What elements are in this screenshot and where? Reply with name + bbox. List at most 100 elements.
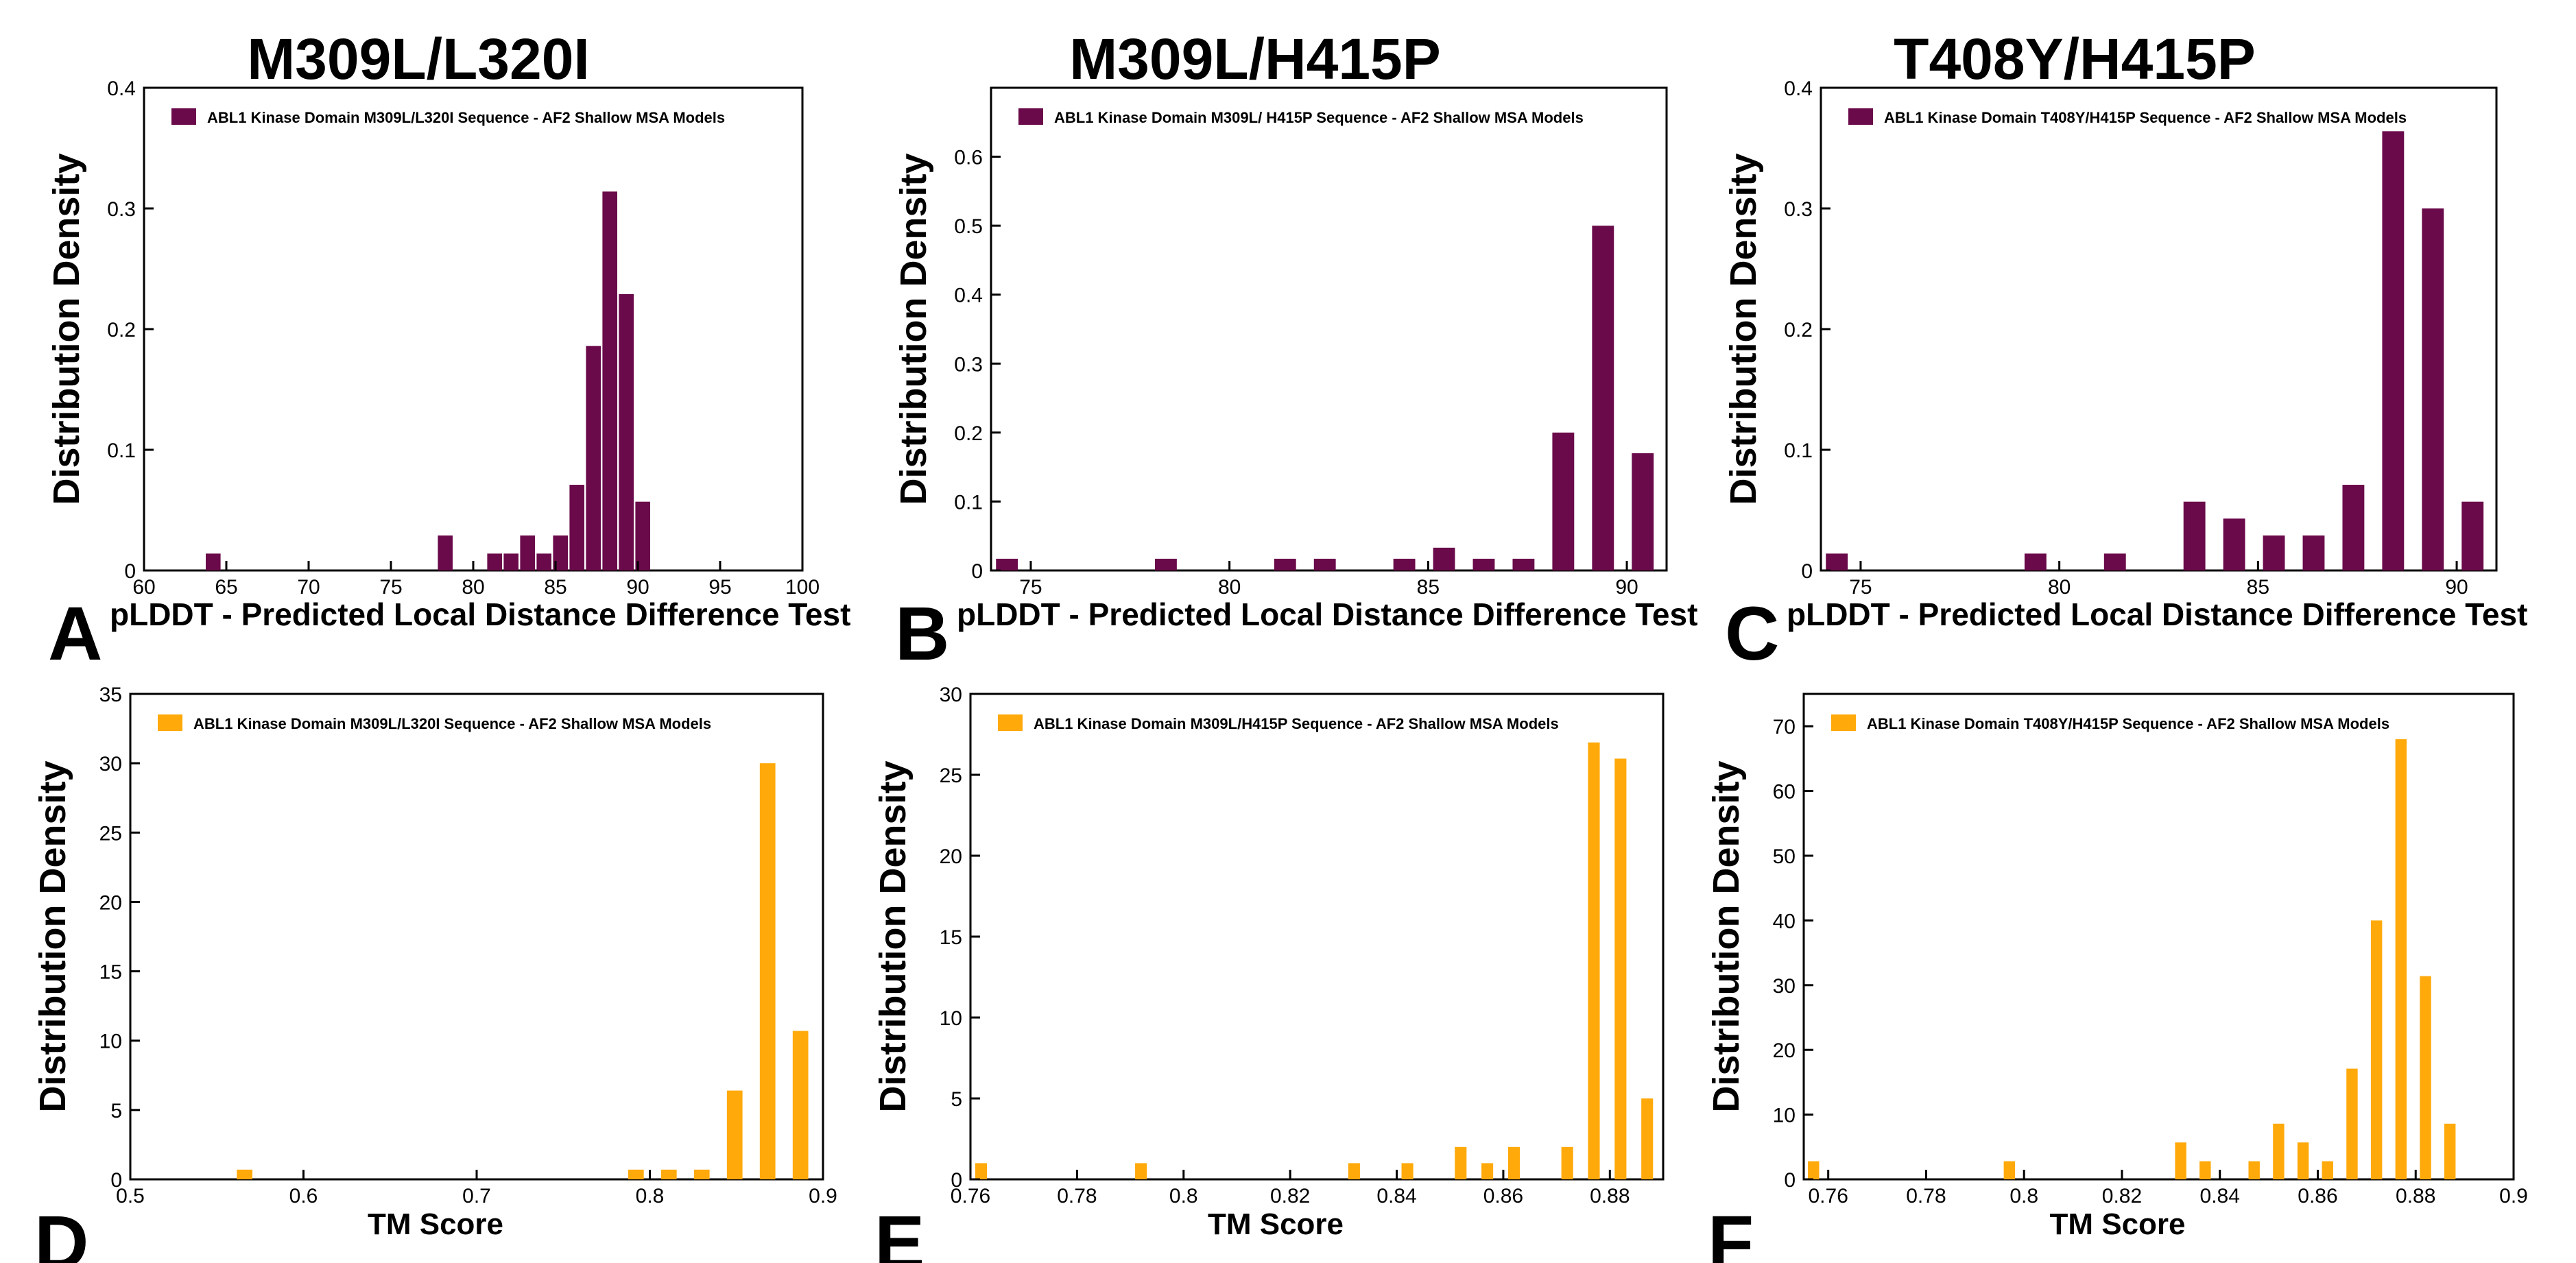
x-tick-label-a-1: 65 [215, 576, 237, 599]
plot-frame-f [1802, 693, 2515, 1181]
x-tick-label-a-2: 70 [297, 576, 320, 599]
x-tick-label-a-8: 100 [785, 576, 820, 599]
x-tick-label-b-1: 80 [1218, 576, 1241, 599]
x-axis-label-c: pLDDT - Predicted Local Distance Differe… [1787, 597, 2527, 632]
x-axis-label-b: pLDDT - Predicted Local Distance Differe… [957, 597, 1697, 632]
bar-c-8 [2382, 131, 2405, 571]
y-tick-label-f-7: 70 [1773, 716, 1796, 738]
bar-f-3 [2199, 1161, 2211, 1179]
x-tick-label-e-0: 0.76 [951, 1185, 990, 1207]
y-tick-label-b-4: 0.4 [954, 285, 983, 307]
bar-b-1 [1155, 558, 1177, 570]
bar-a-10 [619, 293, 634, 570]
y-axis-label-c: Distribution Density [1723, 153, 1764, 505]
bar-e-10 [1641, 1098, 1654, 1179]
legend-swatch-d [158, 714, 182, 731]
legend-label-a: ABL1 Kinase Domain M309L/L320I Sequence … [207, 109, 725, 126]
x-axis-label-d: TM Score [368, 1207, 503, 1241]
legend-label-b: ABL1 Kinase Domain M309L/ H415P Sequence… [1054, 109, 1584, 126]
y-tick-label-d-5: 25 [99, 822, 122, 845]
x-tick-label-c-0: 75 [1849, 576, 1872, 599]
bar-e-8 [1588, 742, 1600, 1179]
bar-d-0 [237, 1169, 253, 1179]
bar-c-4 [2223, 518, 2245, 570]
chart-panel-a: 60 65 70 75 80 85 90 95 100 0 0.1 0.2 0.3 0.4 ABL1 Kin… [46, 77, 850, 676]
chart-panel-f: 0.76 0.78 0.8 0.82 0.84 0.86 0.88 0.9 0 10 20 30 40 5… [1706, 693, 2528, 1263]
bar-a-3 [503, 553, 518, 570]
bar-a-1 [438, 535, 453, 570]
bar-e-5 [1481, 1163, 1494, 1179]
bar-d-4 [726, 1090, 743, 1179]
y-tick-label-f-5: 50 [1773, 845, 1796, 868]
bar-d-2 [660, 1169, 677, 1179]
bar-e-9 [1614, 758, 1627, 1179]
panel-letter-f: F [1708, 1201, 1754, 1263]
panel-letter-e: E [874, 1201, 925, 1263]
y-tick-label-f-0: 0 [1784, 1169, 1796, 1192]
bar-f-11 [2420, 976, 2431, 1179]
chart-panel-c: 75 80 85 90 0 0.1 0.2 0.3 0.4 ABL1 Kinase Domain … [1723, 77, 2527, 676]
plot-frame-e [969, 693, 1665, 1181]
y-axis-label-a: Distribution Density [46, 153, 87, 505]
bar-c-3 [2183, 501, 2206, 570]
y-axis-label-b: Distribution Density [893, 153, 934, 505]
y-axis-label-e: Distribution Density [872, 760, 914, 1112]
x-tick-label-e-6: 0.88 [1590, 1185, 1630, 1207]
y-tick-label-e-3: 15 [940, 926, 962, 949]
y-tick-label-e-1: 5 [951, 1088, 962, 1111]
bar-e-4 [1455, 1146, 1467, 1179]
x-tick-label-d-3: 0.8 [636, 1185, 665, 1207]
y-tick-label-a-4: 0.4 [107, 77, 136, 100]
plot-frame-a [143, 86, 804, 572]
y-tick-label-e-0: 0 [951, 1169, 962, 1192]
bar-b-0 [996, 558, 1018, 570]
bar-f-0 [1808, 1161, 1820, 1179]
bar-c-2 [2103, 553, 2126, 570]
bar-c-5 [2263, 535, 2285, 570]
bar-c-1 [2024, 553, 2047, 570]
y-tick-label-c-1: 0.1 [1784, 440, 1813, 462]
x-tick-label-a-3: 75 [379, 576, 402, 599]
x-tick-label-a-0: 60 [132, 576, 155, 599]
y-tick-label-c-4: 0.4 [1784, 77, 1813, 100]
x-tick-label-a-4: 80 [462, 576, 484, 599]
bar-a-8 [586, 346, 601, 570]
bar-a-7 [569, 485, 584, 570]
bar-b-2 [1274, 558, 1296, 570]
chart-panel-d: 0.5 0.6 0.7 0.8 0.9 0 5 10 15 20 25 30 35 ABL1 Kinase… [32, 684, 837, 1263]
x-tick-label-e-3: 0.82 [1270, 1185, 1310, 1207]
bar-a-0 [206, 553, 221, 570]
x-tick-label-c-1: 80 [2048, 576, 2071, 599]
x-tick-label-c-2: 85 [2247, 576, 2269, 599]
y-tick-label-c-0: 0 [1801, 560, 1813, 583]
y-tick-label-f-1: 10 [1773, 1105, 1796, 1127]
x-tick-label-f-2: 0.8 [2009, 1185, 2038, 1207]
x-tick-label-e-2: 0.8 [1169, 1185, 1198, 1207]
x-tick-label-e-4: 0.84 [1376, 1185, 1416, 1207]
legend-swatch-c [1848, 108, 1873, 125]
bar-f-4 [2248, 1161, 2260, 1179]
panel-title-t408y-h415p: T408Y/H415P [1894, 27, 2256, 91]
x-tick-label-f-1: 0.78 [1906, 1185, 1946, 1207]
legend-swatch-e [998, 714, 1023, 731]
x-tick-label-b-2: 85 [1417, 576, 1440, 599]
bar-d-3 [693, 1169, 710, 1179]
bar-c-0 [1826, 553, 1848, 570]
legend-label-f: ABL1 Kinase Domain T408Y/H415P Sequence … [1867, 715, 2389, 732]
bar-b-8 [1552, 432, 1575, 570]
x-tick-label-b-0: 75 [1019, 576, 1042, 599]
bar-e-7 [1561, 1146, 1573, 1179]
bar-f-12 [2444, 1123, 2456, 1179]
bar-b-10 [1632, 453, 1654, 570]
y-tick-label-b-3: 0.3 [954, 353, 983, 376]
legend-swatch-b [1018, 108, 1043, 125]
y-tick-label-c-3: 0.3 [1784, 198, 1813, 221]
panel-letter-b: B [895, 592, 949, 676]
bar-e-0 [975, 1163, 988, 1179]
bar-b-4 [1393, 558, 1416, 570]
bar-f-10 [2395, 739, 2407, 1179]
bar-f-8 [2346, 1068, 2358, 1179]
bar-a-5 [536, 553, 551, 570]
x-tick-label-a-5: 85 [544, 576, 567, 599]
x-axis-label-a: pLDDT - Predicted Local Distance Differe… [110, 597, 850, 632]
